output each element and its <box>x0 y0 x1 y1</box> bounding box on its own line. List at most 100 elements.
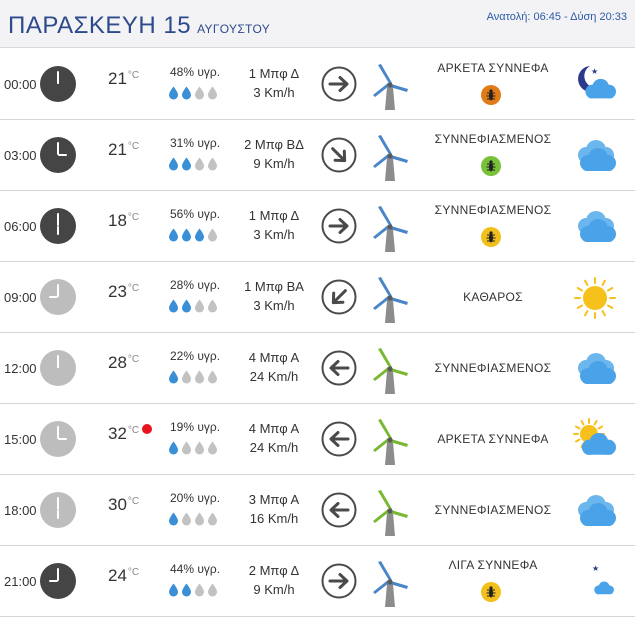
humidity-drop-icon <box>168 157 181 175</box>
clock-icon <box>40 66 76 102</box>
forecast-time: 12:00 <box>4 361 37 376</box>
sunrise-sunset: Ανατολή: 06:45 - Δύση 20:33 <box>486 11 627 23</box>
clock-icon <box>40 563 76 599</box>
windmill-icon <box>370 487 410 537</box>
wind-info: 1 Μπφ Δ 3 Km/h <box>236 64 312 102</box>
humidity-drops <box>168 157 220 171</box>
wind-info: 2 Μπφ ΒΔ 9 Km/h <box>236 135 312 173</box>
temperature-unit: °C <box>127 212 140 224</box>
arrow-left-icon <box>321 350 357 386</box>
day-title: ΠΑΡΑΣΚΕΥΗ 15 ΑΥΓΟΥΣΤΟΥ <box>8 12 270 40</box>
temperature-unit: °C <box>127 70 140 82</box>
temperature: 24°C <box>108 566 139 586</box>
weather-condition: ΣΥΝΝΕΦΙΑΣΜΕΝΟΣ <box>434 361 552 375</box>
forecast-time: 00:00 <box>4 77 37 92</box>
forecast-time: 03:00 <box>4 148 37 163</box>
humidity-drop-icon <box>168 512 181 530</box>
humidity-label: 20% υγρ. <box>170 491 221 505</box>
weather-condition: ΣΥΝΝΕΦΙΑΣΜΕΝΟΣ <box>434 503 552 517</box>
arrow-left-icon <box>321 492 357 528</box>
temperature: 23°C <box>108 282 139 302</box>
humidity-drops <box>168 228 220 242</box>
windmill-icon <box>370 416 410 466</box>
humidity-drop-icon <box>194 157 207 175</box>
temperature: 28°C <box>108 353 139 373</box>
insect-icon <box>481 582 501 602</box>
humidity-drop-icon <box>181 299 194 317</box>
humidity-drop-icon <box>207 299 220 317</box>
humidity-drop-icon <box>194 583 207 601</box>
wind-speed: 24 Km/h <box>249 369 299 384</box>
windmill-icon <box>370 132 410 182</box>
windmill-icon <box>370 61 410 111</box>
forecast-row: 15:00 32°C 19% υγρ. 4 Μπφ Α 24 Km/h ΑΡΚΕ… <box>0 404 635 475</box>
temperature: 30°C <box>108 495 139 515</box>
temperature-value: 21 <box>108 140 127 159</box>
temperature-unit: °C <box>127 283 140 295</box>
temperature-unit: °C <box>127 496 140 508</box>
windmill-icon <box>370 345 410 395</box>
temperature-value: 24 <box>108 566 127 585</box>
humidity-drop-icon <box>181 441 194 459</box>
humidity-drop-icon <box>207 441 220 459</box>
temperature-unit: °C <box>127 567 140 579</box>
wind-info: 4 Μπφ Α 24 Km/h <box>236 419 312 457</box>
humidity-drop-icon <box>207 228 220 246</box>
humidity-label: 19% υγρ. <box>170 420 221 434</box>
temperature-value: 23 <box>108 282 127 301</box>
humidity-drops <box>168 583 220 597</box>
moon-small-cloud-icon: ★ <box>572 559 618 605</box>
windmill-icon <box>370 274 410 324</box>
weather-condition: ΛΙΓΑ ΣΥΝΝΕΦΑ <box>448 558 538 572</box>
weather-condition: ΑΡΚΕΤΑ ΣΥΝΝΕΦΑ <box>437 432 549 446</box>
forecast-time: 09:00 <box>4 290 37 305</box>
humidity-drop-icon <box>168 228 181 246</box>
temperature-value: 32 <box>108 424 127 443</box>
temperature: 18°C <box>108 211 139 231</box>
windmill-icon <box>370 558 410 608</box>
forecast-time: 06:00 <box>4 219 37 234</box>
clock-icon <box>40 137 76 173</box>
humidity-drop-icon <box>207 157 220 175</box>
arrow-right-icon <box>321 66 357 102</box>
temperature-unit: °C <box>127 425 140 437</box>
humidity-drop-icon <box>207 86 220 104</box>
humidity-drop-icon <box>194 512 207 530</box>
clock-icon <box>40 208 76 244</box>
sun-icon <box>572 275 618 321</box>
wind-speed: 16 Km/h <box>249 511 299 526</box>
cloudy-icon <box>572 204 618 250</box>
day-name: ΠΑΡΑΣΚΕΥΗ 15 <box>8 12 192 39</box>
day-header: ΠΑΡΑΣΚΕΥΗ 15 ΑΥΓΟΥΣΤΟΥ Ανατολή: 06:45 - Δ… <box>0 0 635 48</box>
svg-text:★: ★ <box>591 67 598 76</box>
humidity-drop-icon <box>181 86 194 104</box>
wind-info: 3 Μπφ Α 16 Km/h <box>236 490 312 528</box>
clock-icon <box>40 350 76 386</box>
humidity-drop-icon <box>194 86 207 104</box>
wind-force: 1 Μπφ ΒΑ <box>244 279 304 294</box>
wind-info: 2 Μπφ Δ 9 Km/h <box>236 561 312 599</box>
humidity-drops <box>168 512 220 526</box>
forecast-row: 12:00 28°C 22% υγρ. 4 Μπφ Α 24 Km/h ΣΥΝΝ… <box>0 333 635 404</box>
humidity-drop-icon <box>168 86 181 104</box>
humidity-drop-icon <box>168 299 181 317</box>
humidity-drop-icon <box>181 512 194 530</box>
forecast-time: 18:00 <box>4 503 37 518</box>
humidity-drop-icon <box>194 228 207 246</box>
humidity-drop-icon <box>168 583 181 601</box>
weather-condition: ΣΥΝΝΕΦΙΑΣΜΕΝΟΣ <box>434 132 552 146</box>
clock-icon <box>40 279 76 315</box>
humidity-label: 48% υγρ. <box>170 65 221 79</box>
temperature: 21°C <box>108 140 139 160</box>
temperature-unit: °C <box>127 354 140 366</box>
wind-force: 1 Μπφ Δ <box>248 66 300 81</box>
humidity-label: 44% υγρ. <box>170 562 221 576</box>
humidity-drops <box>168 86 220 100</box>
wind-info: 4 Μπφ Α 24 Km/h <box>236 348 312 386</box>
temperature-value: 28 <box>108 353 127 372</box>
humidity-drops <box>168 299 220 313</box>
humidity-label: 22% υγρ. <box>170 349 221 363</box>
forecast-row: 00:00 21°C 48% υγρ. 1 Μπφ Δ 3 Km/h ΑΡΚΕΤ… <box>0 49 635 120</box>
wind-speed: 3 Km/h <box>253 227 295 242</box>
wind-speed: 3 Km/h <box>253 298 295 313</box>
